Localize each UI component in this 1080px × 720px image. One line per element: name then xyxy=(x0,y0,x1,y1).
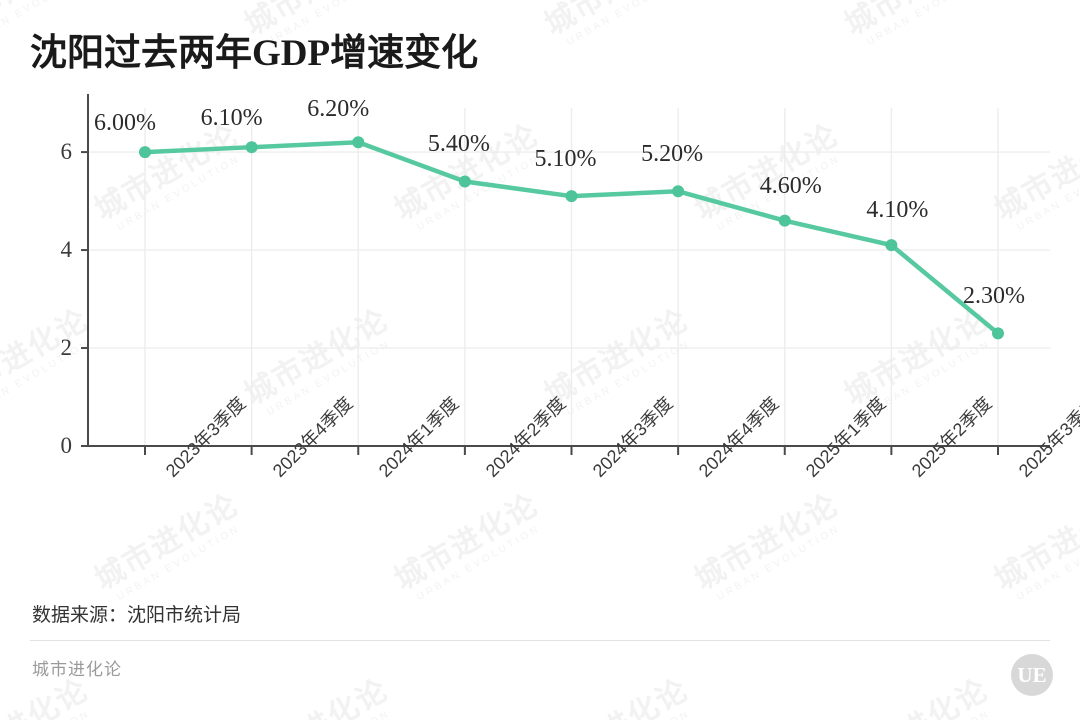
markers-group xyxy=(139,136,1004,340)
footer-brand-label: 城市进化论 xyxy=(32,660,122,679)
data-point-value-label: 5.40% xyxy=(427,131,490,158)
source-note: 数据来源：沈阳市统计局 xyxy=(32,605,242,626)
page-title: 沈阳过去两年GDP增速变化 xyxy=(30,33,479,74)
line-chart-svg xyxy=(81,94,1050,455)
data-point-marker xyxy=(565,190,578,203)
data-point-marker xyxy=(245,141,258,154)
y-axis-tick-label: 2 xyxy=(60,335,73,361)
data-point-value-label: 6.00% xyxy=(94,110,156,137)
data-point-value-label: 4.60% xyxy=(759,172,822,199)
data-point-value-label: 6.10% xyxy=(200,105,263,132)
footer-divider xyxy=(30,640,1050,641)
data-point-marker xyxy=(139,146,151,159)
data-point-value-label: 2.30% xyxy=(963,283,1025,310)
y-axis-tick-label: 6 xyxy=(60,139,73,165)
data-point-marker xyxy=(992,327,1004,340)
data-point-value-label: 6.20% xyxy=(307,96,370,123)
data-point-value-label: 4.10% xyxy=(866,197,929,224)
data-point-marker xyxy=(778,214,791,227)
y-axis-tick-label: 0 xyxy=(60,433,73,458)
y-axis-tick-label: 4 xyxy=(60,237,73,263)
data-point-marker xyxy=(885,239,898,252)
brand-logo-text: UE xyxy=(1017,663,1046,687)
data-point-marker xyxy=(352,136,365,149)
data-point-value-label: 5.10% xyxy=(534,146,597,173)
data-point-marker xyxy=(672,185,685,198)
tick-marks-group xyxy=(81,151,999,455)
data-point-value-label: 5.20% xyxy=(641,141,704,168)
brand-logo-icon: UE xyxy=(1011,654,1053,696)
data-point-marker xyxy=(458,175,471,188)
